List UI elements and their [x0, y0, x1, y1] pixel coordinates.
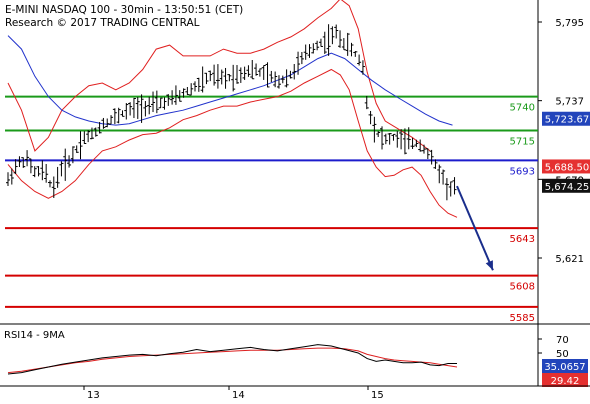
- level-label-5740: 5740: [510, 103, 535, 114]
- rsi-panel: RSI14 - 9MA 70 50 35.0657 29.42: [4, 330, 588, 387]
- rsi-signal-line: [7, 347, 458, 374]
- price-box-last-price: [542, 178, 590, 193]
- price-box-moving-average: [542, 111, 590, 126]
- x-tick-label: 14: [232, 390, 245, 400]
- level-label-5608: 5608: [510, 282, 535, 293]
- chart-credit: Research © 2017 TRADING CENTRAL: [5, 17, 200, 29]
- level-label-5643: 5643: [510, 234, 535, 245]
- rsi-box-rsi: [542, 359, 588, 373]
- price-tick-label: 5,621: [555, 254, 584, 265]
- projection-arrow-line: [456, 185, 494, 271]
- moving-average-line: [7, 35, 453, 126]
- rsi-box-label-rsi: 35.0657: [544, 362, 585, 373]
- chart-title: E-MINI NASDAQ 100 - 30min - 13:50:51 (CE…: [5, 4, 243, 16]
- price-box-label-last-price: 5,674.25: [545, 182, 590, 193]
- bollinger-lower-line: [7, 68, 458, 218]
- level-label-5585: 5585: [510, 313, 535, 324]
- x-tick-label: 13: [87, 390, 100, 400]
- x-axis: 13 14 15: [0, 385, 590, 401]
- price-bars: [6, 24, 457, 201]
- price-box-label-moving-average: 5,723.67: [545, 115, 590, 126]
- price-panel: 5,7955,7375,6795,6215,679574057155693564…: [0, 0, 590, 386]
- bollinger-upper-line: [7, 0, 431, 152]
- rsi-box-label-signal: 29.42: [551, 376, 580, 387]
- rsi-box-signal: [542, 373, 588, 387]
- rsi-tick-label: 70: [556, 335, 569, 346]
- price-box-marker: [542, 159, 590, 174]
- level-label-5693: 5693: [510, 166, 535, 177]
- price-tick-label: 5,795: [555, 18, 584, 29]
- rsi-title: RSI14 - 9MA: [4, 330, 65, 341]
- rsi-line: [7, 344, 457, 375]
- price-box-label-marker: 5,688.50: [545, 162, 590, 173]
- x-tick-label: 15: [371, 390, 384, 400]
- rsi-tick-label: 50: [556, 349, 569, 360]
- price-tick-label: 5,737: [555, 97, 584, 108]
- projection-arrow-head: [485, 260, 493, 271]
- level-label-5715: 5715: [510, 137, 535, 148]
